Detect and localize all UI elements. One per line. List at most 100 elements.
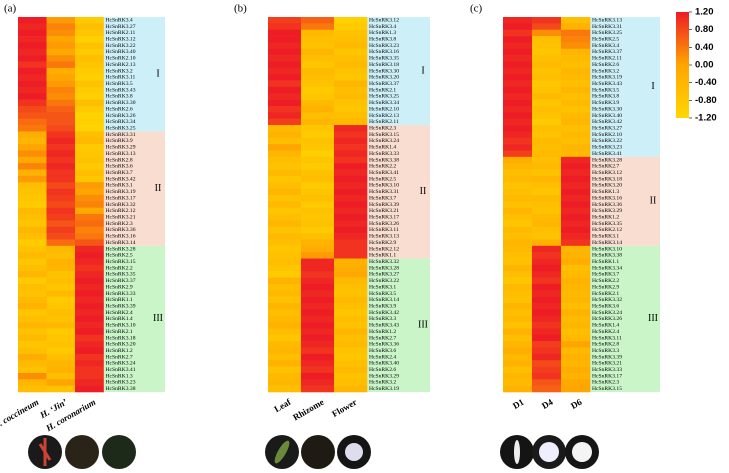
heatmap-cell: [268, 226, 302, 234]
heatmap-cell: [561, 74, 591, 81]
group-band: [367, 258, 430, 392]
heatmap-cell: [268, 341, 302, 348]
photo-detail: [274, 440, 290, 464]
heatmap-cell: [18, 182, 47, 189]
heatmap-cell: [561, 245, 591, 253]
heatmap-cell: [268, 55, 302, 62]
row-label: HcSnRK3.23: [106, 380, 136, 386]
heatmap-cell: [75, 86, 104, 94]
heatmap-cell: [561, 264, 591, 272]
heatmap-cell: [532, 74, 562, 81]
heatmap-cell: [18, 144, 47, 151]
colorbar-tick-label: -0.40: [695, 77, 717, 88]
heatmap-cell: [532, 264, 562, 272]
row-label: HcSnRK3.7: [369, 195, 396, 201]
heatmap-cell: [561, 182, 591, 189]
heatmap-cell: [18, 366, 47, 374]
heatmap-cell: [46, 207, 76, 215]
heatmap-cell: [18, 48, 47, 56]
heatmap-cell: [503, 360, 533, 367]
row-label: HcSnRK3.8: [106, 94, 133, 100]
row-label: HcSnRK3.27: [106, 24, 136, 30]
column-label: D6: [569, 397, 584, 411]
heatmap-cell: [46, 283, 76, 291]
row-label: HcSnRK3.3: [592, 348, 619, 354]
heatmap-cell: [46, 74, 76, 81]
heatmap-cell: [532, 29, 562, 37]
group-label: II: [420, 186, 427, 197]
heatmap-cell: [75, 315, 104, 323]
heatmap-cell: [503, 29, 533, 37]
heatmap-cell: [75, 328, 104, 336]
heatmap-cell: [46, 163, 76, 170]
heatmap-cell: [75, 271, 104, 278]
row-label: HcSnRK3.29: [106, 145, 136, 151]
heatmap-cell: [301, 296, 335, 304]
heatmap-cell: [75, 137, 104, 145]
heatmap-cell: [46, 188, 76, 196]
heatmap-cell: [46, 385, 76, 393]
heatmap-cell: [18, 105, 47, 113]
column-label: D1: [511, 397, 526, 411]
heatmap-cell: [561, 214, 591, 221]
heatmap-cell: [503, 144, 533, 151]
heatmap-cell: [532, 182, 562, 189]
row-label: HcSnRK3.1: [369, 284, 396, 290]
colorbar-tick-label: 0.00: [695, 60, 714, 71]
heatmap-cell: [532, 220, 562, 228]
row-label: HcSnRK3.24: [106, 361, 136, 367]
heatmap-cell: [561, 385, 591, 393]
heatmap-cell: [334, 309, 368, 317]
row-label: HcSnRK3.36: [106, 227, 136, 233]
heatmap-cell: [301, 347, 335, 355]
heatmap-cell: [46, 131, 76, 139]
heatmap-cell: [503, 271, 533, 278]
heatmap-cell: [268, 118, 302, 126]
heatmap-cell: [334, 334, 368, 342]
heatmap-cell: [532, 334, 562, 342]
heatmap-cell: [268, 194, 302, 202]
row-label: HcSnRK2.12: [592, 227, 622, 233]
heatmap-cell: [18, 220, 47, 228]
heatmap-cell: [18, 169, 47, 177]
heatmap-cell: [46, 322, 76, 329]
heatmap-cell: [503, 366, 533, 374]
heatmap-cell: [334, 93, 368, 100]
heatmap-cell: [532, 283, 562, 291]
heatmap-cell: [532, 55, 562, 62]
heatmap-cell: [334, 150, 368, 158]
row-label: HcSnRK3.38: [369, 157, 399, 163]
heatmap-cell: [532, 118, 562, 126]
heatmap-cell: [561, 226, 591, 234]
heatmap-cell: [334, 303, 368, 310]
heatmap-cell: [268, 131, 302, 139]
heatmap-cell: [334, 264, 368, 272]
heatmap-cell: [503, 296, 533, 304]
heatmap-cell: [532, 23, 562, 31]
heatmap-cell: [561, 328, 591, 336]
heatmap-cell: [268, 207, 302, 215]
heatmap-cell: [268, 156, 302, 164]
heatmap-cell: [75, 207, 104, 215]
heatmap-cell: [268, 322, 302, 329]
heatmap-cell: [46, 125, 76, 132]
heatmap-cell: [18, 277, 47, 285]
heatmap-cell: [46, 315, 76, 323]
group-band: [590, 245, 660, 392]
row-label: HcSnRK1.2: [106, 348, 133, 354]
heatmap-cell: [268, 303, 302, 310]
heatmap-cell: [561, 169, 591, 177]
row-label: HcSnRK3.6: [106, 164, 133, 170]
row-label: HcSnRK3.6: [369, 348, 396, 354]
heatmap-cell: [301, 42, 335, 50]
row-label: HcSnRK3.39: [592, 354, 622, 360]
heatmap-cell: [268, 29, 302, 37]
heatmap-cell: [18, 131, 47, 139]
row-label: HcSnRK3.33: [592, 367, 622, 373]
heatmap-cell: [268, 67, 302, 75]
heatmap-cell: [18, 118, 47, 126]
row-label: HcSnRK3.28: [369, 265, 399, 271]
row-label: HcSnRK3.17: [106, 195, 136, 201]
heatmap-cell: [18, 42, 47, 50]
photo-detail: [572, 442, 592, 462]
